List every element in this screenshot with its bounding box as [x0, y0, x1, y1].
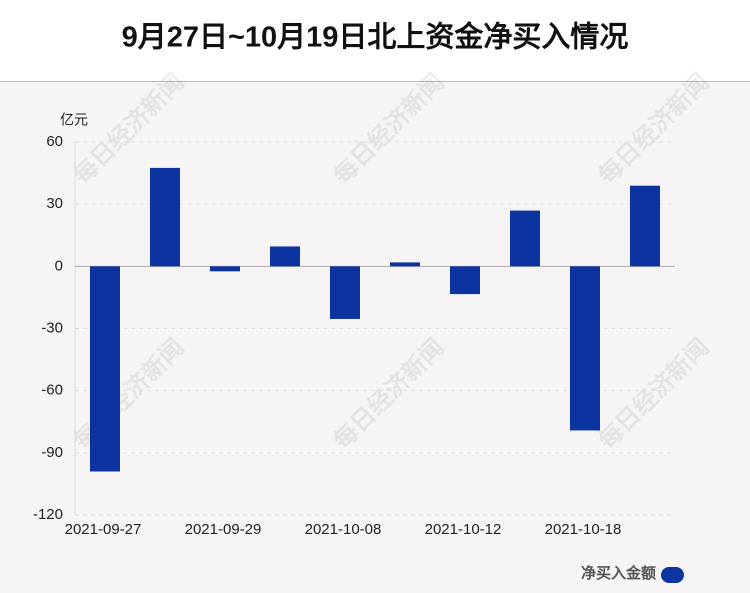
y-tick-label: -120 — [33, 506, 63, 523]
bar — [630, 185, 660, 267]
x-tick-label: 2021-10-08 — [305, 521, 382, 538]
y-tick-label: -30 — [41, 319, 63, 336]
bar — [450, 266, 480, 295]
y-tick-label: 60 — [46, 133, 63, 150]
x-tick-label: 2021-10-12 — [425, 521, 502, 538]
chart-title: 9月27日~10月19日北上资金净买入情况 — [122, 20, 629, 54]
bar — [270, 246, 300, 267]
legend-swatch — [661, 567, 684, 583]
bar — [390, 262, 420, 267]
y-tick-label: -90 — [41, 444, 63, 461]
y-tick-label: 0 — [55, 257, 63, 274]
bar — [570, 266, 600, 431]
y-tick-label: 30 — [46, 195, 63, 212]
watermark: 每日经济新闻 — [593, 68, 715, 190]
title-background — [0, 0, 750, 81]
watermark: 每日经济新闻 — [68, 333, 190, 455]
watermark: 每日经济新闻 — [593, 333, 715, 455]
legend-label: 净买入金额 — [581, 564, 656, 582]
x-tick-label: 2021-09-29 — [185, 521, 262, 538]
bar — [330, 266, 360, 319]
y-axis-label: 亿元 — [60, 112, 88, 128]
bar — [210, 266, 240, 272]
bar — [510, 210, 540, 267]
x-tick-label: 2021-10-18 — [545, 521, 622, 538]
y-tick-label: -60 — [41, 382, 63, 399]
watermark: 每日经济新闻 — [328, 68, 450, 190]
bar — [150, 167, 180, 267]
bar — [90, 266, 120, 472]
watermark: 每日经济新闻 — [328, 333, 450, 455]
x-tick-label: 2021-09-27 — [65, 521, 142, 538]
